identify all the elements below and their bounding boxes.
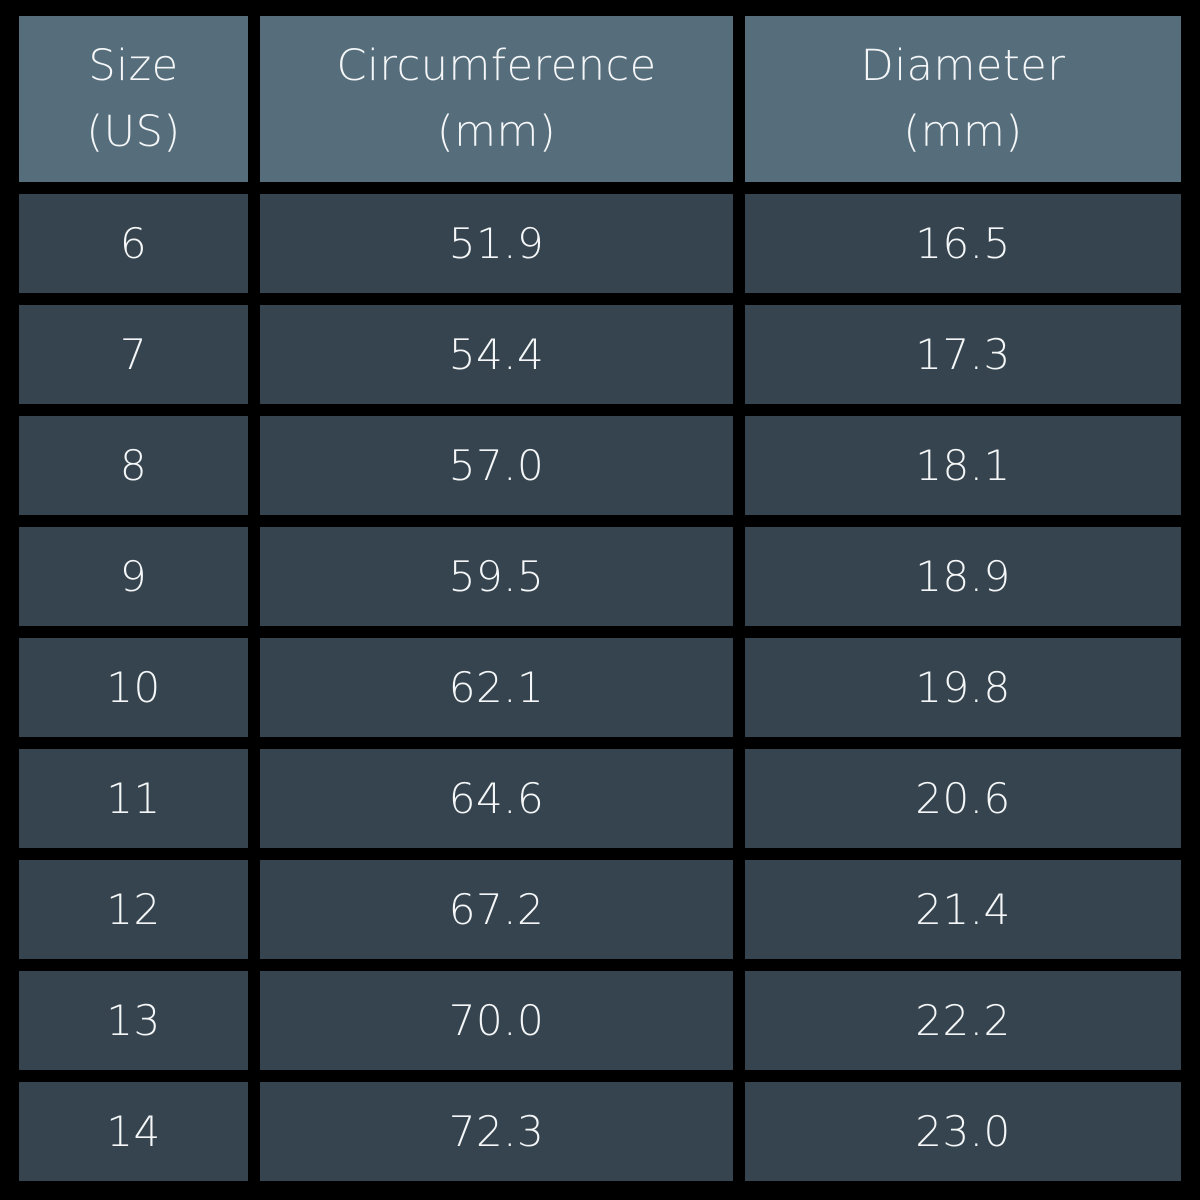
header-diameter: Diameter (mm) bbox=[745, 16, 1181, 182]
size-cell: 6 bbox=[19, 194, 248, 293]
header-circumference-unit: (mm) bbox=[436, 107, 557, 157]
size-cell: 14 bbox=[19, 1082, 248, 1181]
size-cell: 10 bbox=[19, 638, 248, 737]
diameter-cell: 18.9 bbox=[745, 527, 1181, 626]
diameter-cell: 21.4 bbox=[745, 860, 1181, 959]
header-diameter-unit: (mm) bbox=[903, 107, 1023, 157]
header-circumference-label: Circumference bbox=[336, 41, 657, 91]
diameter-cell: 19.8 bbox=[745, 638, 1181, 737]
ring-size-table: Size (US) Circumference (mm) Diameter (m… bbox=[19, 16, 1181, 1181]
size-cell: 7 bbox=[19, 305, 248, 404]
diameter-cell: 20.6 bbox=[745, 749, 1181, 848]
circumference-cell: 72.3 bbox=[260, 1082, 733, 1181]
header-size-unit: (US) bbox=[86, 107, 181, 157]
diameter-cell: 18.1 bbox=[745, 416, 1181, 515]
circumference-cell: 54.4 bbox=[260, 305, 733, 404]
circumference-cell: 64.6 bbox=[260, 749, 733, 848]
size-cell: 11 bbox=[19, 749, 248, 848]
circumference-cell: 70.0 bbox=[260, 971, 733, 1070]
size-cell: 13 bbox=[19, 971, 248, 1070]
circumference-cell: 51.9 bbox=[260, 194, 733, 293]
size-cell: 8 bbox=[19, 416, 248, 515]
header-size-label: Size bbox=[88, 41, 179, 91]
diameter-cell: 16.5 bbox=[745, 194, 1181, 293]
circumference-cell: 67.2 bbox=[260, 860, 733, 959]
circumference-cell: 59.5 bbox=[260, 527, 733, 626]
circumference-cell: 57.0 bbox=[260, 416, 733, 515]
header-size: Size (US) bbox=[19, 16, 248, 182]
size-cell: 9 bbox=[19, 527, 248, 626]
diameter-cell: 23.0 bbox=[745, 1082, 1181, 1181]
size-cell: 12 bbox=[19, 860, 248, 959]
diameter-cell: 22.2 bbox=[745, 971, 1181, 1070]
header-diameter-label: Diameter bbox=[860, 41, 1066, 91]
header-circumference: Circumference (mm) bbox=[260, 16, 733, 182]
circumference-cell: 62.1 bbox=[260, 638, 733, 737]
diameter-cell: 17.3 bbox=[745, 305, 1181, 404]
